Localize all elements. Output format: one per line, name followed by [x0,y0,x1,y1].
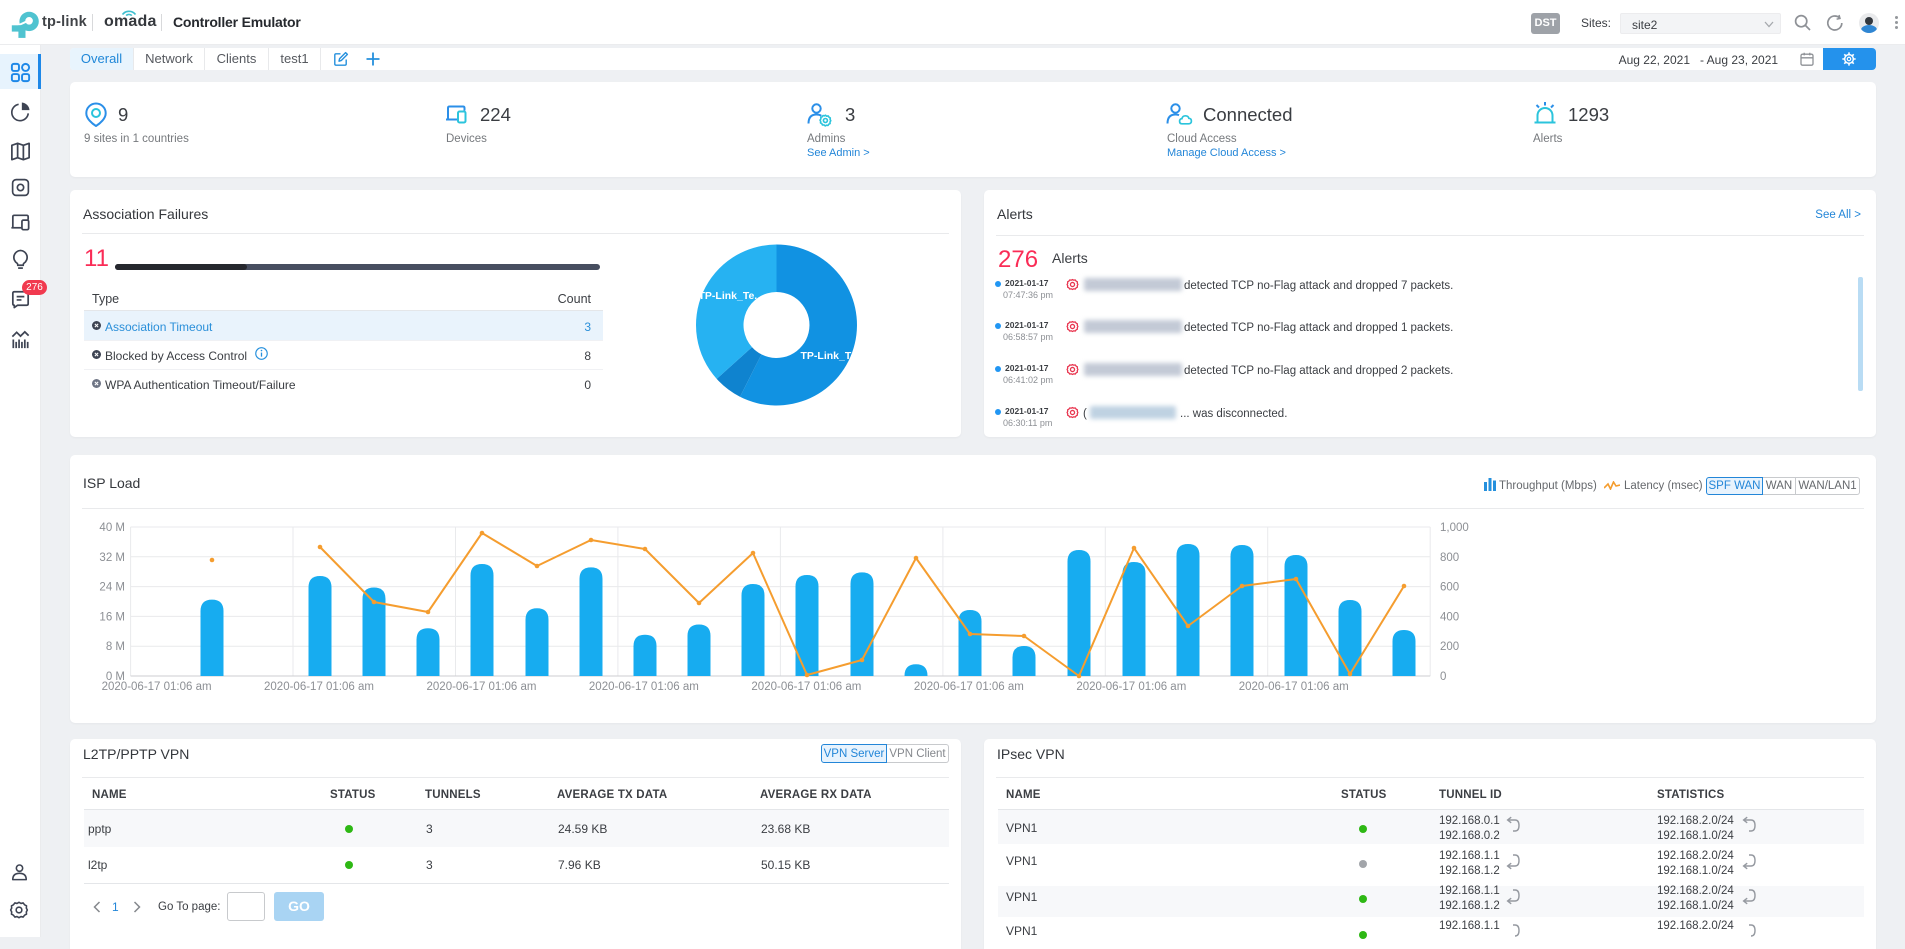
svg-text:8 M: 8 M [106,641,125,653]
svg-text:40 M: 40 M [99,522,125,534]
svg-text:16 M: 16 M [99,611,125,623]
svg-text:TP-Link_Te...: TP-Link_Te... [699,290,764,302]
svg-text:32 M: 32 M [99,552,125,564]
svg-text:2020-06-17 01:06 am: 2020-06-17 01:06 am [427,681,537,693]
svg-text:1,000: 1,000 [1440,522,1469,534]
svg-text:200: 200 [1440,641,1459,653]
svg-text:2020-06-17 01:06 am: 2020-06-17 01:06 am [751,681,861,693]
svg-text:2020-06-17 01:06 am: 2020-06-17 01:06 am [1239,681,1349,693]
svg-text:2020-06-17 01:06 am: 2020-06-17 01:06 am [914,681,1024,693]
svg-text:2020-06-17 01:06 am: 2020-06-17 01:06 am [264,681,374,693]
svg-text:0: 0 [1440,671,1446,683]
svg-text:2020-06-17 01:06 am: 2020-06-17 01:06 am [589,681,699,693]
svg-text:600: 600 [1440,582,1459,594]
svg-text:400: 400 [1440,611,1459,623]
svg-text:800: 800 [1440,552,1459,564]
svg-text:24 M: 24 M [99,582,125,594]
svg-text:2020-06-17 01:06 am: 2020-06-17 01:06 am [1076,681,1186,693]
svg-text:2020-06-17 01:06 am: 2020-06-17 01:06 am [102,681,212,693]
svg-text:0 M: 0 M [106,671,125,683]
svg-text:TP-Link_Te...: TP-Link_Te... [801,350,866,362]
